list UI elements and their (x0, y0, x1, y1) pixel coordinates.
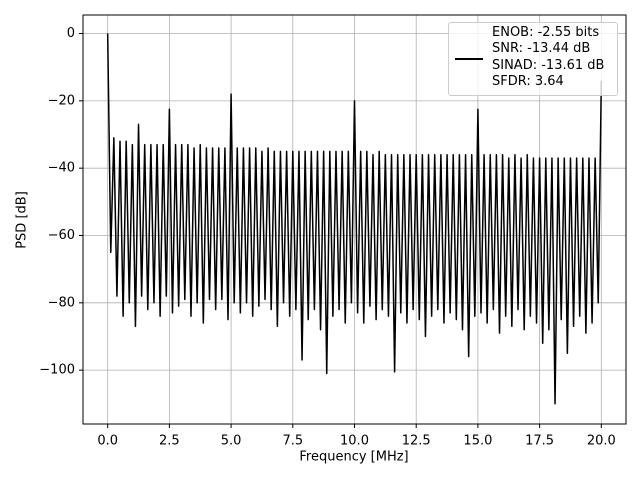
x-tick-label: 2.5 (159, 434, 180, 449)
x-tick-label: 20.0 (587, 434, 616, 449)
plot-frame (82, 14, 627, 425)
x-tick-label: 12.5 (402, 434, 431, 449)
y-tick-label: −80 (48, 295, 75, 310)
x-tick-label: 7.5 (282, 434, 303, 449)
y-tick-label: 0 (67, 26, 75, 41)
legend: ENOB: -2.55 bits SNR: -13.44 dB SINAD: -… (448, 22, 618, 96)
x-tick-label: 17.5 (525, 434, 554, 449)
x-tick-label: 10.0 (340, 434, 369, 449)
legend-swatch (455, 58, 483, 60)
line-series (106, 33, 603, 405)
y-tick-label: −40 (48, 161, 75, 176)
y-tick-label: −100 (39, 363, 75, 378)
x-tick-label: 5.0 (221, 434, 242, 449)
y-tick-label: −20 (48, 93, 75, 108)
y-axis-label: PSD [dB] (15, 191, 30, 249)
x-tick-label: 15.0 (463, 434, 492, 449)
x-axis-label: Frequency [MHz] (299, 450, 408, 465)
y-tick-label: −60 (48, 228, 75, 243)
legend-label: ENOB: -2.55 bits SNR: -13.44 dB SINAD: -… (492, 25, 605, 89)
x-tick-label: 0.0 (97, 434, 118, 449)
